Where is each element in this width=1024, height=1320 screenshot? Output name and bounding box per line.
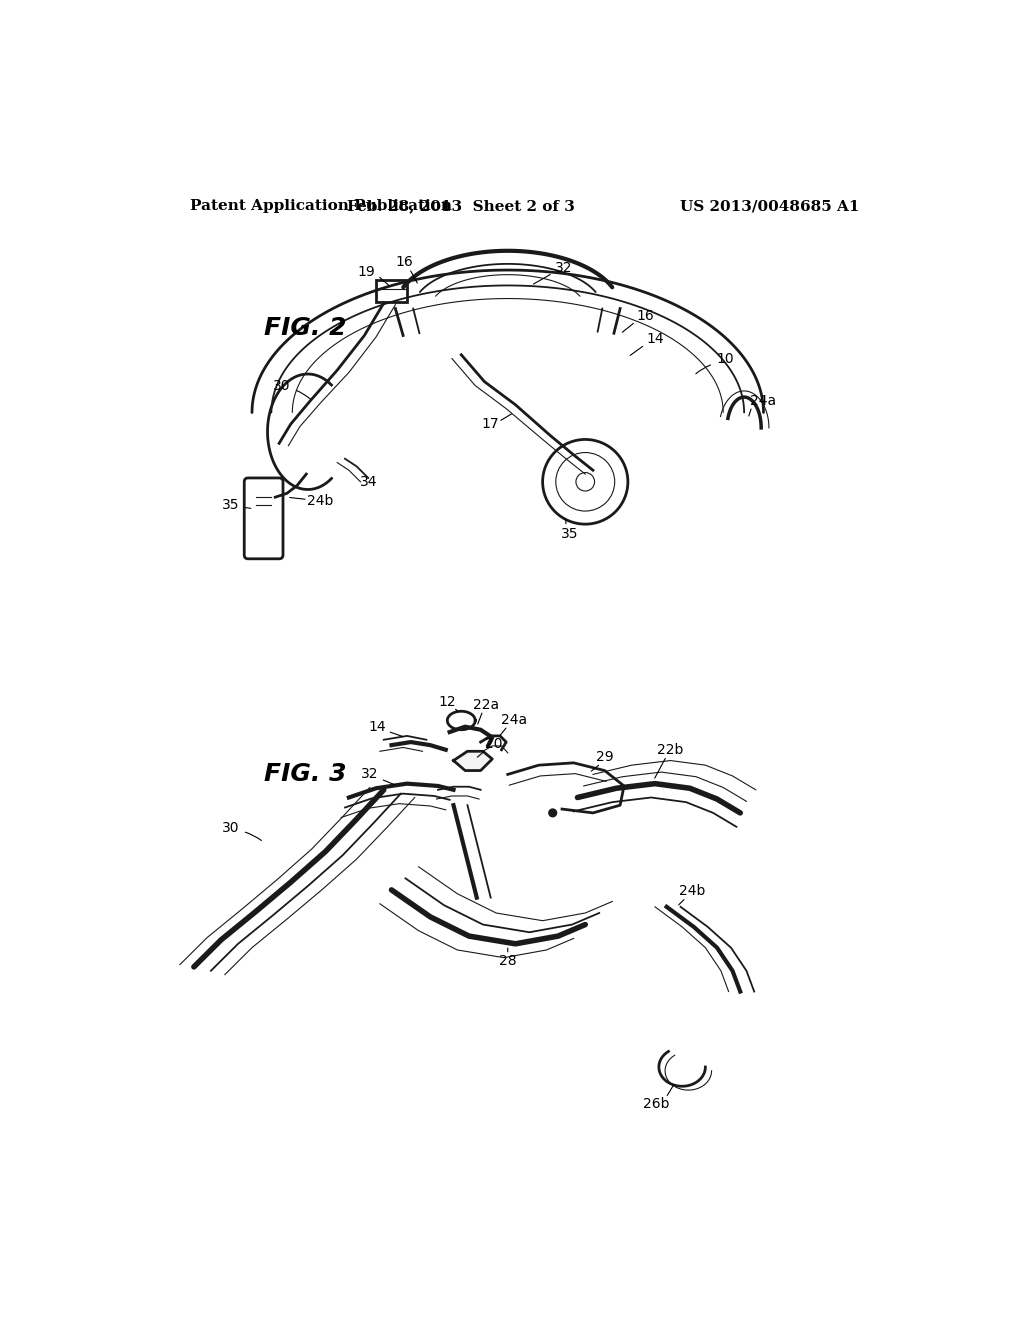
Text: 22a: 22a	[473, 698, 499, 711]
Text: 16: 16	[637, 309, 654, 323]
Text: 24b: 24b	[679, 884, 706, 899]
Text: FIG. 2: FIG. 2	[263, 315, 346, 339]
Text: US 2013/0048685 A1: US 2013/0048685 A1	[680, 199, 859, 213]
Text: Patent Application Publication: Patent Application Publication	[190, 199, 452, 213]
Text: 19: 19	[357, 265, 376, 280]
Text: 24a: 24a	[751, 393, 776, 408]
Text: 10: 10	[716, 351, 733, 366]
Text: 29: 29	[596, 751, 613, 764]
Text: 30: 30	[272, 379, 290, 392]
Text: 26b: 26b	[643, 1097, 670, 1111]
Text: 14: 14	[646, 333, 664, 346]
Text: 35: 35	[221, 498, 239, 512]
Text: FIG. 3: FIG. 3	[263, 763, 346, 787]
FancyBboxPatch shape	[245, 478, 283, 558]
Text: 16: 16	[396, 255, 414, 269]
Circle shape	[549, 809, 557, 817]
Text: 17: 17	[482, 417, 500, 432]
Bar	[376, 280, 407, 302]
Text: 12: 12	[438, 696, 456, 709]
Text: 14: 14	[369, 719, 386, 734]
Text: 30: 30	[221, 821, 239, 836]
Text: 35: 35	[561, 527, 579, 541]
Text: 22b: 22b	[657, 743, 684, 756]
Text: 32: 32	[555, 261, 572, 275]
Text: 28: 28	[499, 954, 516, 968]
Text: 20: 20	[485, 737, 503, 751]
Text: 24a: 24a	[501, 714, 527, 727]
Polygon shape	[454, 751, 493, 771]
Text: 24b: 24b	[307, 494, 334, 508]
Text: 34: 34	[359, 475, 377, 488]
Text: Feb. 28, 2013  Sheet 2 of 3: Feb. 28, 2013 Sheet 2 of 3	[347, 199, 575, 213]
Text: 32: 32	[361, 767, 379, 781]
